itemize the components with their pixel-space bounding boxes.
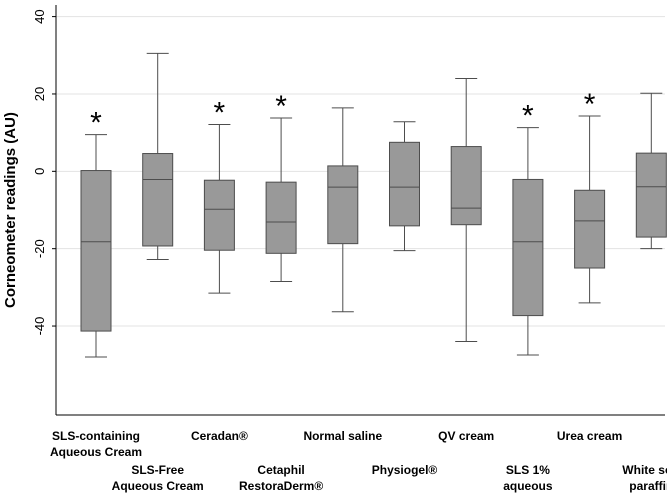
significance-marker: * <box>522 100 534 133</box>
significance-marker: * <box>275 90 287 123</box>
category-label: SLS 1% aqueous <box>503 463 553 493</box>
significance-marker: * <box>90 107 102 140</box>
category-label: SLS-Free Aqueous Cream <box>112 463 204 493</box>
iqr-box <box>203 179 235 251</box>
category-label: QV cream <box>438 429 494 443</box>
y-tick-label: -20 <box>32 239 47 258</box>
iqr-box <box>450 146 482 226</box>
iqr-box <box>574 189 606 269</box>
iqr-box <box>80 170 112 332</box>
x-category-labels: SLS-containing Aqueous Cream SLS-Free Aqueo… <box>50 429 667 493</box>
significance-marker: * <box>214 97 226 130</box>
box-group <box>142 52 174 261</box>
iqr-box <box>265 181 297 254</box>
category-label-line: Ceradan® <box>191 429 248 443</box>
box-group: * <box>203 97 235 294</box>
y-tick-labels: 40 20 0 -20 -40 <box>32 9 47 335</box>
iqr-box <box>389 141 420 227</box>
category-label-line: Urea cream <box>557 429 622 443</box>
category-label: Normal saline <box>303 429 382 443</box>
y-axis-title: Corneometer readings (AU) <box>2 112 19 308</box>
category-label-line: Physiogel® <box>372 463 438 477</box>
category-label: SLS-containing Aqueous Cream <box>50 429 142 459</box>
box-group: * <box>512 100 544 356</box>
boxes: * * * * * <box>80 52 667 358</box>
box-group: * <box>574 88 606 304</box>
iqr-box <box>512 178 544 317</box>
category-label-line: paraffin <box>629 479 667 493</box>
category-label: White soft paraffin <box>622 463 667 493</box>
iqr-box <box>327 165 359 245</box>
iqr-box <box>142 153 174 247</box>
box-group: * <box>80 107 112 358</box>
category-label-line: RestoraDerm® <box>239 479 323 493</box>
category-label: Physiogel® <box>372 463 438 477</box>
category-label-line: SLS 1% <box>506 463 550 477</box>
y-tick-label: 0 <box>32 168 47 175</box>
box-group <box>327 107 359 313</box>
box-group: * <box>265 90 297 283</box>
y-tick-label: 40 <box>32 9 47 23</box>
category-label-line: SLS-Free <box>131 463 184 477</box>
significance-marker: * <box>584 88 596 121</box>
category-label-line: Aqueous Cream <box>50 445 142 459</box>
category-label: Ceradan® <box>191 429 248 443</box>
box-group <box>389 121 420 252</box>
category-label-line: Normal saline <box>303 429 382 443</box>
box-group <box>450 77 482 343</box>
category-label-line: Aqueous Cream <box>112 479 204 493</box>
category-label: Cetaphil RestoraDerm® <box>239 463 323 493</box>
iqr-box <box>635 152 667 238</box>
category-label-line: SLS-containing <box>52 429 140 443</box>
category-label-line: White soft <box>622 463 667 477</box>
category-label: Urea cream <box>557 429 622 443</box>
category-label-line: aqueous <box>503 479 553 493</box>
axes <box>55 5 665 416</box>
y-tick-label: -40 <box>32 317 47 336</box>
y-tick-label: 20 <box>32 87 47 101</box>
box-group <box>635 92 667 250</box>
category-label-line: Cetaphil <box>257 463 304 477</box>
category-label-line: QV cream <box>438 429 494 443</box>
